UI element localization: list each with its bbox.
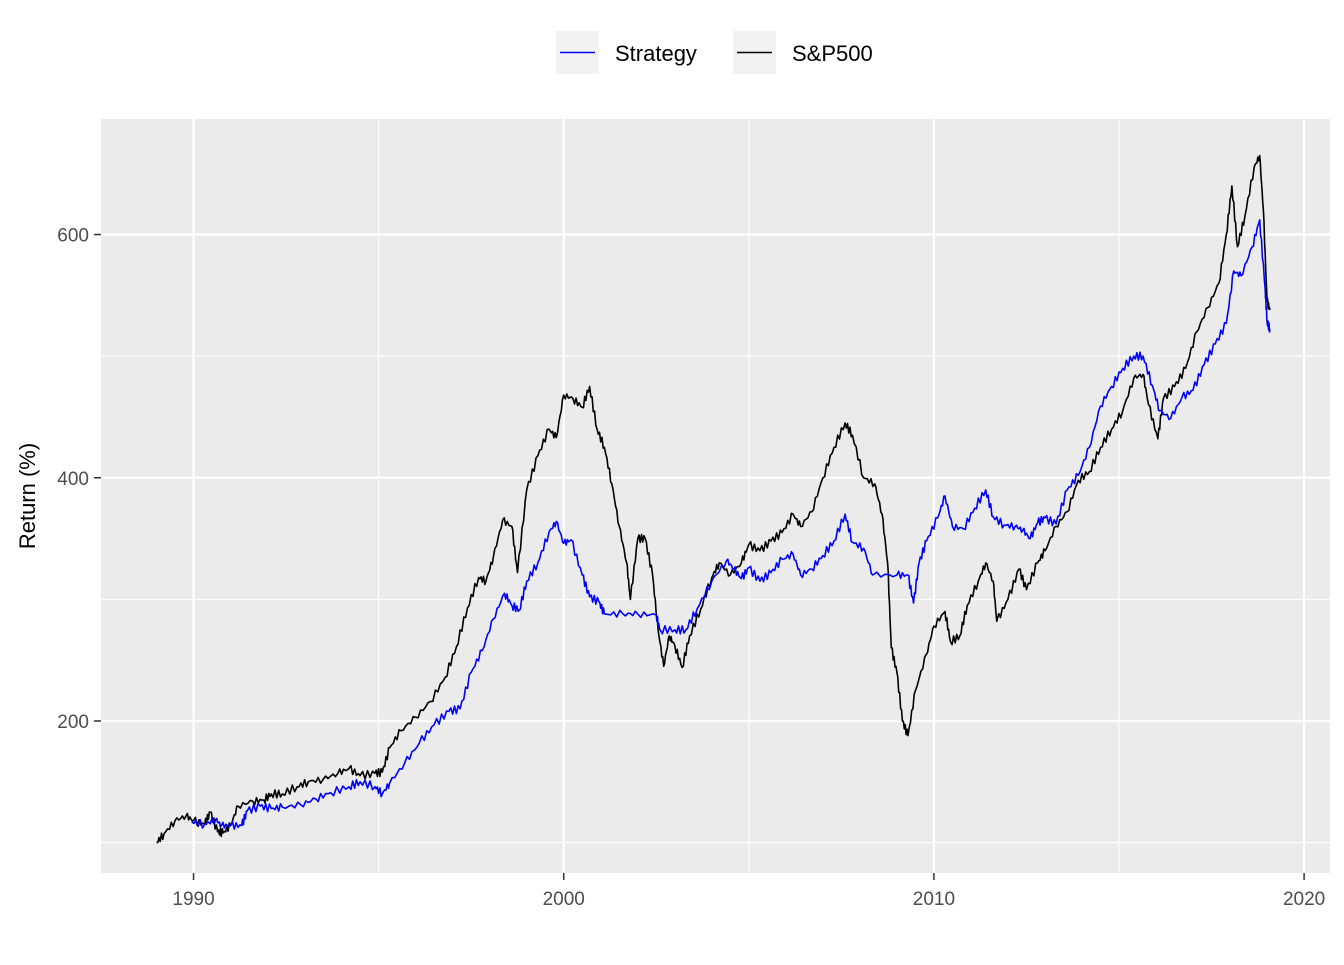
x-tick-label: 2020 (1283, 889, 1325, 910)
y-axis-title: Return (%) (15, 443, 40, 549)
major-gridlines (101, 119, 1330, 873)
x-tick-label: 2010 (913, 889, 955, 910)
series-layer (156, 154, 1271, 844)
x-axis: 1990 2000 2010 2020 (172, 873, 1325, 910)
legend-label: Strategy (615, 41, 697, 66)
series-line-strategy (191, 219, 1271, 830)
legend: Strategy S&P500 (556, 31, 873, 74)
y-tick-label: 400 (57, 469, 89, 490)
y-axis: 200 400 600 (57, 226, 101, 733)
y-tick-label: 200 (57, 712, 89, 733)
legend-label: S&P500 (792, 41, 873, 66)
x-tick-label: 2000 (543, 889, 585, 910)
series-line-s-p500 (156, 154, 1271, 844)
y-tick-label: 600 (57, 226, 89, 247)
plot-panel (101, 119, 1330, 873)
x-tick-label: 1990 (172, 889, 214, 910)
minor-gridlines (101, 119, 1330, 873)
